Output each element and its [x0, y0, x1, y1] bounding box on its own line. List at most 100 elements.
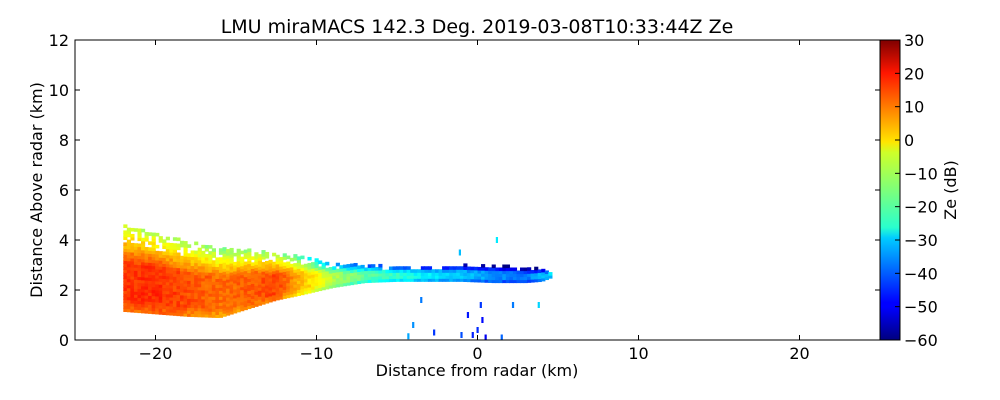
echo-cell	[187, 271, 192, 275]
echo-cell	[126, 233, 131, 238]
echo-cell	[229, 247, 234, 252]
echo-cell	[226, 258, 231, 262]
colorbar-tick-label: −30	[904, 231, 938, 250]
echo-cell	[233, 309, 238, 314]
echo-cell	[264, 284, 270, 289]
echo-cell	[133, 282, 139, 286]
echo-cell	[498, 273, 503, 278]
echo-cell	[392, 275, 397, 279]
echo-cell	[215, 260, 220, 264]
echo-cell	[541, 271, 546, 276]
echo-cell	[190, 295, 195, 300]
echo-cell	[229, 289, 234, 294]
echo-cell	[133, 252, 139, 256]
echo-cell	[137, 279, 142, 284]
echo-cell	[155, 232, 160, 237]
echo-cell	[172, 237, 178, 241]
echo-cell	[208, 287, 213, 291]
echo-cell	[282, 295, 287, 299]
echo-cell	[236, 251, 241, 256]
echo-cell	[179, 282, 185, 287]
echo-cell	[141, 243, 146, 248]
echo-cell	[289, 293, 294, 298]
echo-cell	[187, 280, 192, 284]
echo-cell	[240, 283, 245, 288]
echo-cell	[264, 272, 270, 277]
echo-cell	[396, 269, 401, 273]
echo-cell	[349, 278, 355, 283]
echo-cell	[201, 265, 206, 270]
echo-cell	[293, 278, 298, 282]
echo-cell	[534, 275, 539, 280]
echo-cell	[123, 287, 128, 291]
echo-cell	[215, 269, 220, 273]
echo-cell	[123, 302, 128, 306]
echo-cell	[357, 280, 362, 285]
echo-cell	[172, 243, 178, 247]
echo-cell	[410, 275, 415, 279]
echo-cell	[229, 256, 234, 261]
echo-cell	[141, 300, 146, 305]
echo-cell	[484, 273, 489, 277]
echo-cell	[130, 275, 135, 280]
echo-cell	[183, 244, 188, 248]
echo-cell	[247, 257, 252, 262]
echo-cell	[243, 264, 248, 269]
echo-cell	[123, 236, 128, 240]
echo-cell	[240, 259, 245, 264]
echo-cell	[141, 291, 146, 296]
echo-cell	[158, 311, 163, 315]
echo-cell	[282, 265, 287, 269]
echo-cell	[172, 288, 178, 292]
echo-cell	[243, 249, 248, 254]
echo-cell	[130, 242, 135, 247]
echo-cell	[530, 269, 535, 274]
echo-cell	[527, 267, 532, 271]
echo-cell	[325, 285, 330, 290]
echo-cell	[141, 273, 146, 278]
echo-cell	[257, 278, 263, 282]
echo-cell	[325, 279, 330, 284]
echo-cell	[257, 269, 263, 273]
echo-cell	[137, 285, 142, 290]
echo-cell	[144, 265, 149, 269]
echo-cell	[520, 276, 525, 281]
echo-cell	[311, 277, 316, 281]
echo-cell	[151, 292, 156, 297]
echo-cell	[197, 268, 202, 273]
echo-cell	[165, 254, 170, 259]
echo-cell	[141, 270, 146, 275]
echo-cell	[162, 296, 167, 301]
echo-cell	[502, 279, 507, 284]
echo-cell	[243, 252, 248, 257]
echo-cell	[148, 265, 153, 269]
colorbar-tick-label: 30	[904, 31, 924, 50]
echo-cell	[137, 306, 142, 311]
echo-cell	[410, 272, 415, 276]
echo-cell	[162, 311, 167, 316]
echo-cell	[388, 272, 394, 277]
echo-cell	[130, 254, 135, 259]
echo-cell	[261, 289, 266, 293]
echo-cell	[197, 310, 202, 315]
echo-cell	[141, 303, 146, 308]
echo-cell	[420, 275, 425, 279]
echo-cell	[151, 262, 156, 267]
echo-cell	[215, 281, 220, 285]
echo-cell	[261, 292, 266, 296]
echo-cell	[222, 307, 227, 311]
echo-cell	[509, 273, 514, 278]
echo-cell	[179, 240, 185, 245]
echo-cell	[179, 297, 185, 302]
echo-cell	[126, 308, 131, 313]
echo-cell	[148, 241, 153, 245]
echo-cell	[342, 270, 348, 275]
echo-cell	[187, 286, 192, 290]
echo-cell	[282, 256, 287, 260]
colorbar-axis: 30 20 10 0 −10 −20 −30 −40 −50 −60	[895, 31, 938, 350]
echo-cell	[388, 278, 394, 283]
echo-cell	[162, 299, 167, 304]
echo-cell	[183, 310, 188, 314]
echo-cell	[123, 251, 128, 255]
echo-cell	[247, 281, 252, 286]
